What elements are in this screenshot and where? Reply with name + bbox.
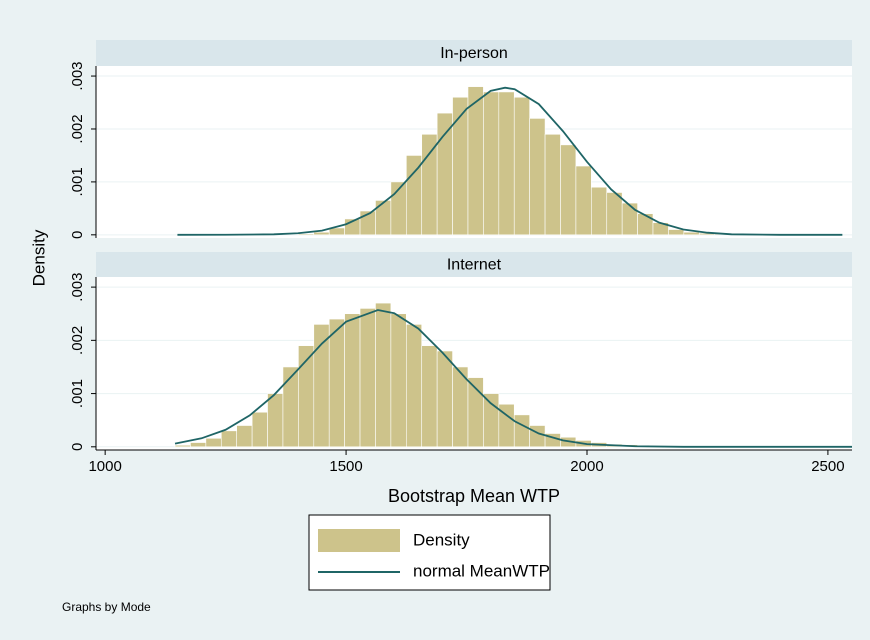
legend-box [308, 514, 551, 591]
x-tick-label: 2500 [811, 458, 844, 475]
y-tick-label: .001 [69, 167, 86, 196]
bar [375, 200, 392, 236]
normal-curve [177, 86, 843, 236]
y-tick-label: .002 [69, 114, 86, 143]
bar [328, 318, 345, 448]
bar [467, 86, 484, 236]
y-tick-label: .003 [69, 273, 86, 302]
bar [668, 229, 685, 236]
panel-strip [96, 252, 852, 277]
panel-strip [96, 40, 852, 66]
bar [359, 308, 376, 448]
bar [529, 425, 546, 448]
y-tick-label: 0 [69, 443, 86, 451]
bar [190, 442, 207, 448]
bar [606, 192, 623, 236]
y-tick-label: .001 [69, 379, 86, 408]
note: Graphs by Mode [62, 600, 151, 614]
bar [174, 444, 191, 448]
y-tick-label: 0 [69, 231, 86, 239]
bar [251, 411, 268, 448]
x-tick-label: 1500 [329, 458, 362, 475]
bar [560, 144, 577, 236]
bar [513, 96, 530, 236]
bar [483, 91, 500, 236]
bar [298, 233, 315, 236]
bar [498, 91, 515, 236]
bar [282, 366, 299, 448]
panel-title: Internet [447, 257, 502, 274]
bar [637, 213, 654, 236]
bar [205, 437, 222, 448]
bar [313, 231, 330, 236]
bar [421, 133, 438, 236]
bar [544, 133, 561, 236]
bar [591, 186, 608, 236]
bar [220, 430, 237, 448]
y-axis-label: Density [29, 229, 48, 286]
x-tick-label: 1000 [88, 458, 121, 475]
panel-title: In-person [440, 45, 508, 62]
bar [452, 96, 469, 236]
bar [621, 202, 638, 236]
bar [683, 231, 700, 236]
bar [575, 165, 592, 236]
bar [406, 324, 423, 448]
bar [421, 345, 438, 448]
legend-label: normal MeanWTP [413, 561, 550, 580]
bar [483, 393, 500, 448]
y-tick-label: .002 [69, 326, 86, 355]
legend-label: Density [413, 530, 470, 549]
bar [390, 313, 407, 448]
bar [344, 313, 361, 448]
bar [436, 112, 453, 236]
legend-swatch [318, 529, 400, 552]
bar [236, 425, 253, 448]
bar [267, 393, 284, 448]
x-tick-label: 2000 [570, 458, 603, 475]
x-axis-label: Bootstrap Mean WTP [388, 486, 560, 506]
bar [436, 350, 453, 448]
bar [313, 324, 330, 448]
bar [513, 414, 530, 448]
bar [375, 302, 392, 448]
normal-curve [174, 309, 852, 448]
y-tick-label: .003 [69, 61, 86, 90]
bar [529, 118, 546, 236]
